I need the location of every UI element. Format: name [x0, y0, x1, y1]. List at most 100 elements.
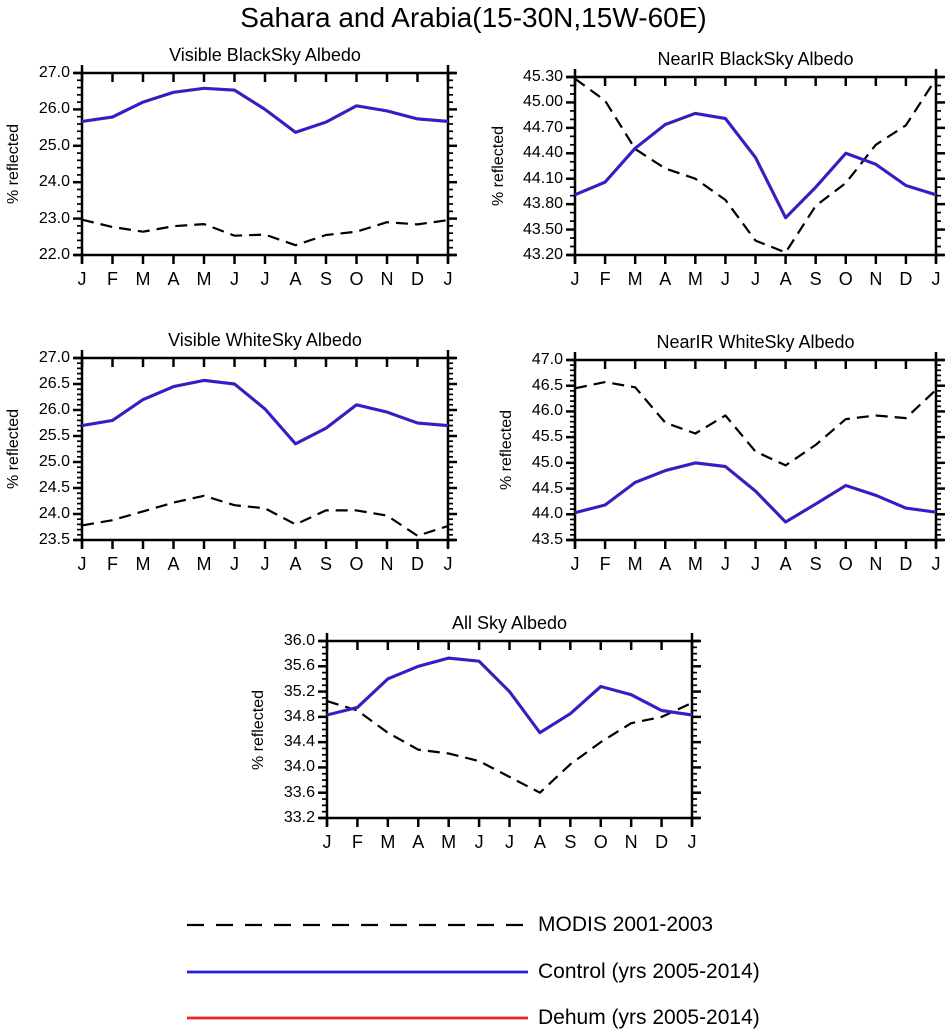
- x-tick-label: M: [135, 554, 151, 574]
- x-tick-label: M: [135, 269, 151, 289]
- x-tick-label: N: [624, 832, 638, 852]
- x-tick-label: F: [351, 832, 363, 852]
- y-axis-label: % reflected: [250, 689, 267, 770]
- y-tick-label: 45.30: [522, 68, 563, 85]
- x-tick-label: M: [627, 554, 643, 574]
- x-tick-label: M: [196, 554, 212, 574]
- y-tick-label: 25.5: [38, 427, 70, 444]
- legend-label: MODIS 2001-2003: [538, 913, 714, 936]
- x-tick-label: N: [380, 554, 394, 574]
- x-tick-label: A: [659, 554, 672, 574]
- x-tick-label: J: [230, 554, 239, 574]
- plot-area-nearir-blacksky: [566, 69, 945, 264]
- x-tick-label: M: [380, 832, 396, 852]
- y-tick-label: 24.5: [38, 479, 70, 496]
- series-line-control: [81, 86, 449, 134]
- chart-title: NearIR BlackSky Albedo: [657, 49, 854, 69]
- x-tick-label: J: [230, 269, 239, 289]
- x-tick-label: J: [322, 832, 332, 852]
- series-line-control: [81, 379, 449, 446]
- series-line-modis: [574, 77, 937, 254]
- y-tick-label: 43.50: [522, 220, 563, 238]
- x-tick-label: S: [564, 832, 577, 852]
- x-tick-label: D: [411, 269, 424, 289]
- x-tick-label: D: [411, 554, 424, 574]
- legend-label: Control (yrs 2005-2014): [538, 960, 760, 983]
- plot-area-nearir-whitesky: [566, 352, 945, 549]
- legend-label: Dehum (yrs 2005-2014): [538, 1006, 760, 1029]
- y-tick-label: 25.0: [38, 453, 70, 470]
- x-tick-label: J: [77, 269, 87, 289]
- x-tick-label: M: [441, 832, 457, 852]
- chart-title: Visible WhiteSky Albedo: [168, 330, 362, 350]
- y-tick-label: 47.0: [531, 351, 563, 368]
- x-tick-label: N: [869, 554, 883, 574]
- series-line-modis: [574, 380, 937, 467]
- x-tick-label: F: [599, 554, 611, 574]
- x-tick-label: A: [167, 269, 180, 289]
- y-tick-label: 25.0: [38, 136, 70, 154]
- x-tick-label: J: [931, 554, 941, 574]
- y-tick-label: 27.0: [38, 349, 70, 366]
- y-tick-label: 26.0: [38, 401, 70, 418]
- series-line-modis: [81, 218, 449, 247]
- y-tick-label: 44.70: [522, 118, 563, 136]
- x-tick-label: D: [899, 554, 913, 574]
- page-title: Sahara and Arabia(15-30N,15W-60E): [240, 2, 707, 33]
- x-tick-label: J: [260, 554, 270, 574]
- x-tick-label: F: [599, 269, 611, 289]
- legend-line-dehum: [187, 1016, 528, 1020]
- plot-area-allsky: [318, 633, 701, 827]
- y-tick-label: 43.80: [522, 195, 563, 213]
- y-tick-label: 44.0: [531, 505, 563, 523]
- series-line-control: [574, 461, 937, 524]
- y-tick-label: 34.8: [283, 707, 315, 725]
- x-tick-label: J: [687, 832, 697, 852]
- y-tick-label: 22.0: [38, 246, 70, 263]
- y-tick-label: 27.0: [38, 64, 70, 81]
- x-tick-label: J: [720, 554, 730, 574]
- x-tick-label: A: [167, 554, 180, 574]
- x-tick-label: S: [319, 554, 332, 574]
- y-tick-label: 44.5: [531, 479, 563, 497]
- y-tick-label: 33.2: [283, 809, 315, 826]
- y-tick-label: 26.5: [38, 375, 70, 392]
- x-tick-label: M: [196, 269, 212, 289]
- x-tick-label: J: [443, 554, 453, 574]
- x-tick-label: S: [319, 269, 332, 289]
- x-tick-label: J: [570, 554, 580, 574]
- chart-title: NearIR WhiteSky Albedo: [656, 332, 855, 352]
- x-tick-label: J: [570, 269, 580, 289]
- x-tick-label: O: [838, 269, 853, 289]
- y-tick-label: 34.4: [283, 733, 315, 751]
- y-tick-label: 33.6: [283, 783, 315, 801]
- series-line-control: [574, 112, 937, 220]
- x-tick-label: M: [687, 269, 703, 289]
- x-tick-label: O: [593, 832, 608, 852]
- y-tick-label: 43.5: [531, 531, 563, 548]
- series-line-dehum: [574, 111, 937, 220]
- x-tick-label: A: [779, 269, 792, 289]
- x-tick-label: A: [412, 832, 425, 852]
- y-tick-label: 45.0: [531, 453, 563, 471]
- y-tick-label: 24.0: [38, 505, 70, 522]
- series-line-modis: [326, 700, 693, 794]
- chart-title: Visible BlackSky Albedo: [169, 45, 361, 65]
- x-tick-label: O: [349, 554, 364, 574]
- y-tick-label: 23.0: [38, 209, 70, 227]
- y-tick-label: 26.0: [38, 100, 70, 118]
- x-tick-label: S: [809, 554, 822, 574]
- x-tick-label: O: [838, 554, 853, 574]
- y-tick-label: 36.0: [283, 632, 315, 649]
- x-tick-label: S: [809, 269, 822, 289]
- x-tick-label: N: [869, 269, 883, 289]
- series-line-dehum: [81, 378, 449, 446]
- y-tick-label: 46.5: [531, 376, 563, 394]
- x-tick-label: M: [627, 269, 643, 289]
- x-tick-label: F: [107, 269, 118, 289]
- legend-line-control: [187, 970, 528, 974]
- y-tick-label: 23.5: [38, 531, 70, 548]
- x-tick-label: M: [687, 554, 703, 574]
- y-tick-label: 34.0: [283, 758, 315, 776]
- y-tick-label: 45.5: [531, 428, 563, 446]
